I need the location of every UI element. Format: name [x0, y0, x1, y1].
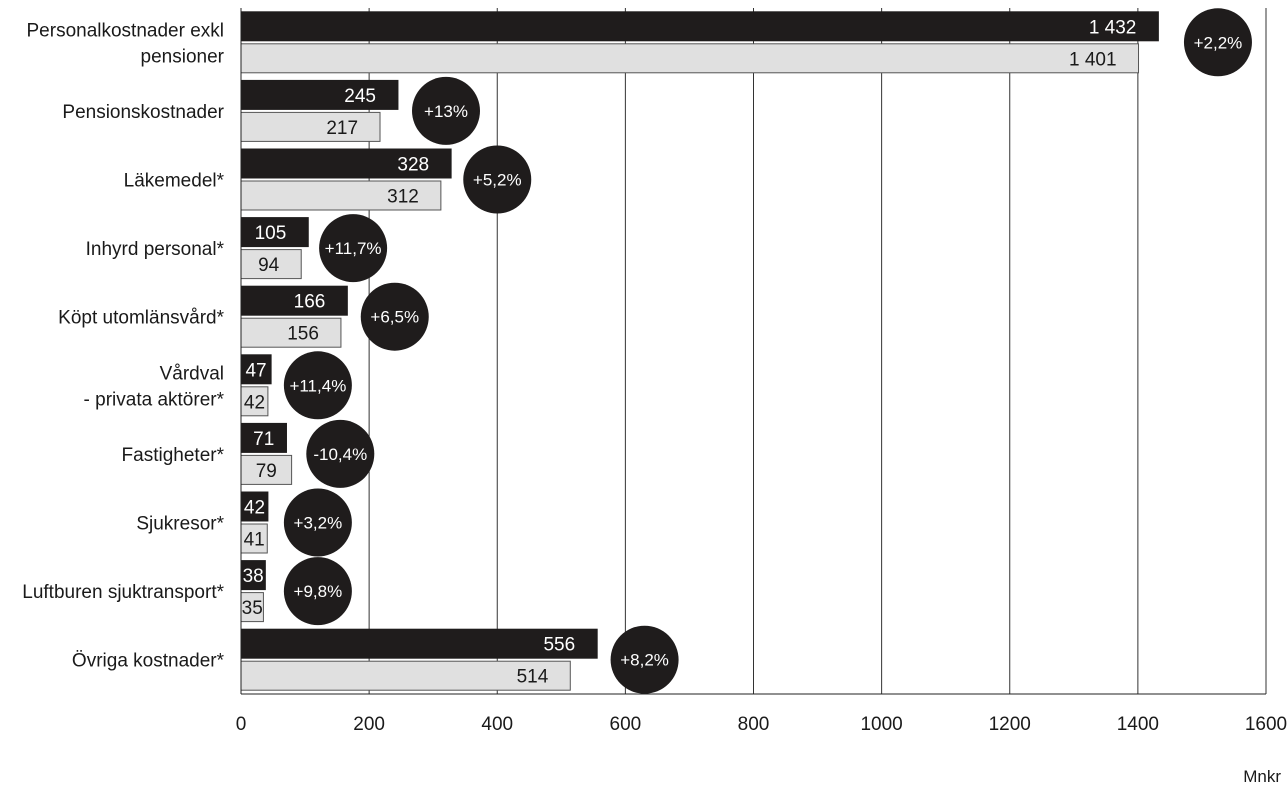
- category-label-8: Luftburen sjuktransport*: [22, 582, 224, 603]
- change-circle-3: [319, 214, 388, 283]
- change-label-4: +6,5%: [370, 308, 419, 327]
- change-label-8: +9,8%: [294, 582, 343, 601]
- category-label-9: Övriga kostnader*: [72, 651, 225, 672]
- category-label-5-line-0: Vårdval: [160, 363, 224, 384]
- bar-label-current-8: 38: [243, 566, 264, 587]
- bar-current-8: [240, 560, 266, 591]
- bar-label-previous-7: 41: [244, 530, 265, 551]
- bar-label-current-7: 42: [244, 498, 265, 519]
- category-labels: Personalkostnader exkl pensioner Pensionsk…: [22, 20, 224, 671]
- x-tick-label-2: 400: [481, 714, 513, 735]
- bar-label-current-9: 556: [543, 635, 575, 656]
- bar-current-9: [240, 628, 598, 659]
- change-circles: +2,2% +13% +5,2% +11,7% +6,5% +11,4% -10,4% +3,…: [283, 8, 1252, 694]
- bar-label-previous-2: 312: [387, 187, 419, 208]
- category-label-4: Köpt utomlänsvård*: [58, 308, 224, 329]
- x-axis-unit: Mnkr: [1243, 767, 1281, 786]
- category-label-3: Inhyrd personal*: [86, 239, 225, 260]
- bars: 1 432 1 401 245 217 328 312 105 94 166 156 47 42 71 7…: [240, 11, 1159, 691]
- bar-previous-1: [240, 111, 381, 142]
- change-circle-1: [412, 76, 480, 145]
- bar-label-current-6: 71: [253, 429, 274, 450]
- bar-label-previous-5: 42: [244, 392, 265, 413]
- category-label-6: Fastigheter*: [122, 445, 225, 466]
- change-circle-0: [1183, 8, 1252, 77]
- change-label-6: -10,4%: [313, 445, 367, 464]
- bar-previous-2: [240, 180, 442, 211]
- bar-label-previous-3: 94: [258, 255, 280, 276]
- change-circle-4: [360, 282, 429, 351]
- change-circle-5: [283, 351, 352, 420]
- bar-label-current-1: 245: [344, 86, 376, 107]
- bar-label-previous-9: 514: [517, 667, 549, 688]
- x-tick-label-6: 1200: [989, 714, 1031, 735]
- change-circle-9: [610, 625, 679, 694]
- bar-current-4: [240, 285, 348, 316]
- change-label-0: +2,2%: [1194, 33, 1243, 52]
- change-circle-7: [283, 488, 352, 557]
- bar-label-previous-8: 35: [242, 598, 263, 619]
- x-tick-label-1: 200: [353, 714, 385, 735]
- x-tick-label-4: 800: [738, 714, 770, 735]
- bar-current-5: [240, 354, 272, 385]
- change-label-9: +8,2%: [620, 651, 669, 670]
- bar-label-current-5: 47: [245, 360, 266, 381]
- bar-label-current-4: 166: [294, 292, 326, 313]
- bar-label-current-3: 105: [255, 223, 287, 244]
- x-tick-label-5: 1000: [860, 714, 902, 735]
- bar-label-previous-0: 1 401: [1069, 49, 1117, 70]
- bar-current-7: [240, 491, 269, 522]
- bar-current-6: [240, 422, 287, 453]
- change-label-1: +13%: [424, 102, 468, 121]
- bar-previous-9: [240, 660, 571, 691]
- bar-label-previous-1: 217: [326, 118, 358, 139]
- category-label-0-line-1: pensioner: [141, 46, 225, 67]
- x-tick-label-7: 1400: [1117, 714, 1159, 735]
- bar-label-previous-6: 79: [256, 461, 277, 482]
- bar-previous-0: [240, 43, 1140, 74]
- bar-label-current-0: 1 432: [1089, 17, 1137, 38]
- bar-label-current-2: 328: [397, 155, 429, 176]
- bar-current-0: [240, 11, 1159, 42]
- category-label-0-line-0: Personalkostnader exkl: [27, 20, 225, 41]
- x-tick-label-8: 1600: [1245, 714, 1287, 735]
- change-label-5: +11,4%: [289, 376, 346, 395]
- bar-current-2: [240, 148, 452, 179]
- change-label-7: +3,2%: [294, 514, 343, 533]
- change-label-2: +5,2%: [473, 171, 522, 190]
- bar-label-previous-4: 156: [287, 324, 319, 345]
- x-tick-labels: 0 200 400 600 800 1000 1200 1400 1600: [236, 714, 1287, 735]
- x-tick-label-0: 0: [236, 714, 247, 735]
- bar-previous-5: [240, 386, 269, 417]
- bar-previous-4: [240, 317, 342, 348]
- x-tick-label-3: 600: [610, 714, 642, 735]
- category-label-5-line-1: - privata aktörer*: [84, 389, 225, 410]
- category-label-1: Pensionskostnader: [62, 102, 224, 123]
- category-label-7: Sjukresor*: [136, 514, 224, 535]
- change-circle-8: [283, 557, 352, 626]
- change-circle-6: [306, 419, 375, 488]
- category-label-2: Läkemedel*: [124, 171, 225, 192]
- gridlines: [368, 8, 1267, 694]
- change-label-3: +11,7%: [325, 239, 382, 258]
- bar-previous-6: [240, 454, 293, 485]
- change-circle-2: [463, 145, 532, 214]
- bar-previous-3: [240, 249, 302, 280]
- bar-current-3: [240, 217, 309, 248]
